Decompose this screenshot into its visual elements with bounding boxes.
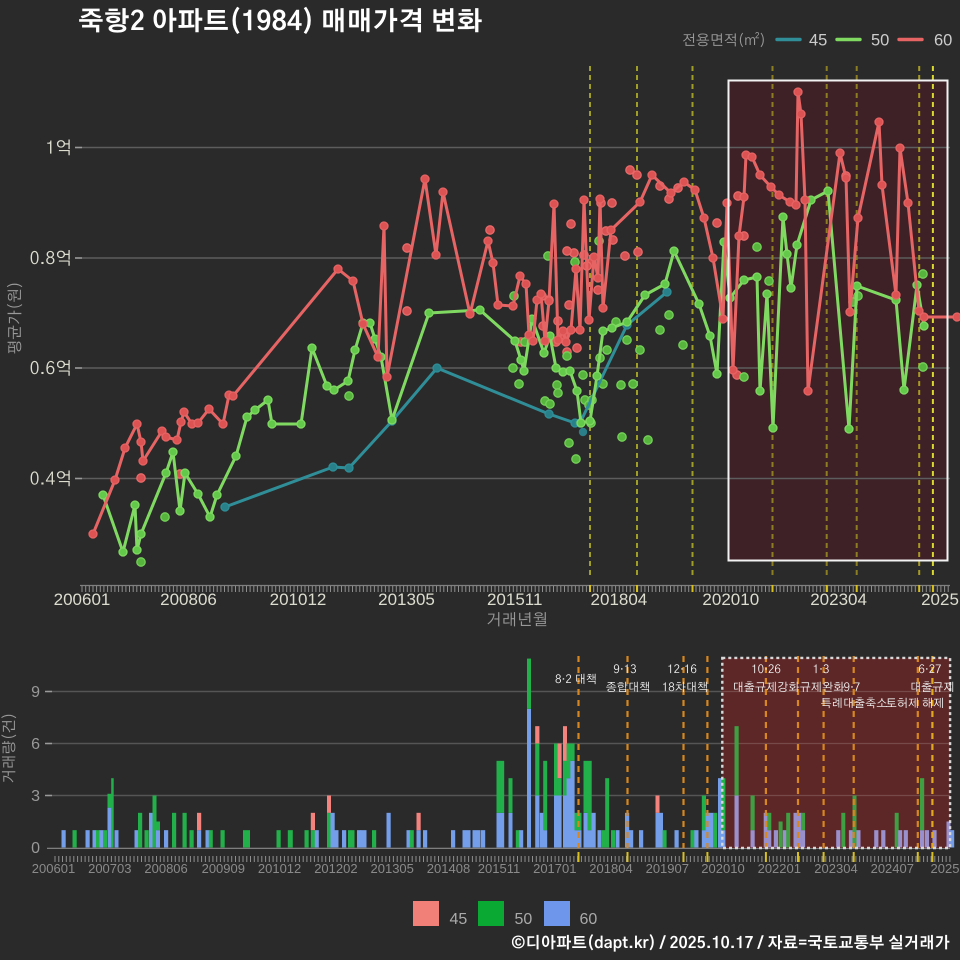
svg-text:45: 45 — [809, 32, 827, 50]
svg-text:201907: 201907 — [646, 861, 689, 876]
svg-text:200806: 200806 — [144, 861, 187, 876]
svg-text:201305: 201305 — [371, 861, 414, 876]
svg-text:201012: 201012 — [270, 590, 327, 609]
svg-text:201305: 201305 — [378, 590, 435, 609]
svg-text:6: 6 — [31, 736, 40, 753]
svg-text:50: 50 — [871, 32, 889, 50]
svg-text:202201: 202201 — [758, 861, 801, 876]
svg-text:201202: 201202 — [314, 861, 357, 876]
svg-text:45: 45 — [450, 911, 468, 928]
svg-text:60: 60 — [934, 32, 952, 50]
svg-text:202304: 202304 — [810, 590, 867, 609]
svg-text:200806: 200806 — [160, 590, 217, 609]
svg-text:201804: 201804 — [591, 590, 648, 609]
svg-text:201511: 201511 — [487, 590, 542, 609]
svg-text:2025: 2025 — [921, 590, 959, 609]
svg-text:202010: 202010 — [702, 590, 759, 609]
svg-text:200909: 200909 — [202, 861, 245, 876]
svg-text:201701: 201701 — [533, 861, 576, 876]
svg-text:202010: 202010 — [701, 861, 744, 876]
svg-text:201408: 201408 — [427, 861, 470, 876]
svg-text:201804: 201804 — [589, 861, 632, 876]
svg-text:202407: 202407 — [871, 861, 914, 876]
svg-text:200601: 200601 — [54, 590, 111, 609]
svg-text:3: 3 — [31, 788, 40, 805]
svg-text:9: 9 — [31, 684, 40, 701]
svg-text:200601: 200601 — [32, 861, 75, 876]
svg-text:0: 0 — [31, 840, 40, 857]
svg-text:50: 50 — [515, 911, 533, 928]
svg-text:202510: 202510 — [931, 861, 960, 876]
svg-text:201511: 201511 — [478, 861, 520, 876]
svg-text:60: 60 — [580, 911, 598, 928]
svg-text:201012: 201012 — [258, 861, 301, 876]
svg-text:200703: 200703 — [88, 861, 131, 876]
svg-text:202304: 202304 — [814, 861, 857, 876]
